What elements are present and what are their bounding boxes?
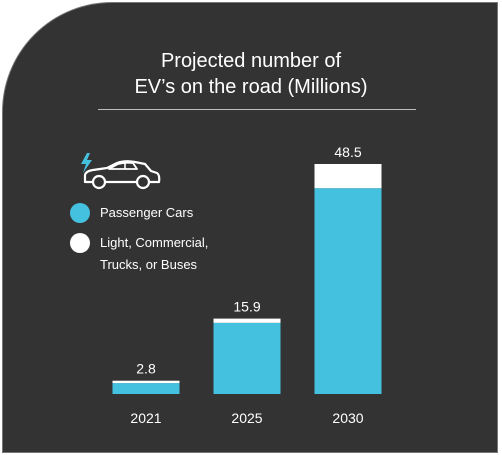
chart-title: Projected number of EV’s on the road (Mi…: [3, 48, 497, 100]
legend-label-commercial-line-1: Light, Commercial,: [100, 235, 209, 250]
chart-title-line-1: Projected number of: [160, 50, 342, 72]
legend-label-passenger: Passenger Cars: [100, 205, 194, 220]
bar-total-label-2025: 15.9: [233, 299, 260, 315]
x-tick-label-2021: 2021: [130, 410, 161, 426]
chart-card: Projected number of EV’s on the road (Mi…: [2, 2, 498, 453]
legend-label-commercial-line-2: Trucks, or Buses: [100, 257, 198, 272]
bar-2021-passenger: [112, 383, 180, 394]
bar-2021-commercial: [112, 380, 180, 384]
legend-swatch-commercial: [70, 233, 90, 253]
bar-total-label-2030: 48.5: [334, 144, 361, 160]
bar-total-label-2021: 2.8: [136, 361, 156, 377]
bar-2025-commercial: [213, 318, 281, 323]
legend-swatch-passenger: [70, 203, 90, 223]
bar-2025-passenger: [213, 322, 281, 394]
bar-2030-commercial: [314, 164, 382, 189]
title-divider: [98, 109, 416, 110]
x-tick-label-2025: 2025: [231, 410, 262, 426]
electric-car-icon: [81, 153, 161, 190]
bar-chart: 2.8 2021 15.9 2025 48.5 2030: [112, 144, 382, 426]
chart-title-line-2: EV’s on the road (Millions): [134, 76, 368, 98]
x-tick-label-2030: 2030: [332, 410, 363, 426]
bar-2030-passenger: [314, 188, 382, 394]
